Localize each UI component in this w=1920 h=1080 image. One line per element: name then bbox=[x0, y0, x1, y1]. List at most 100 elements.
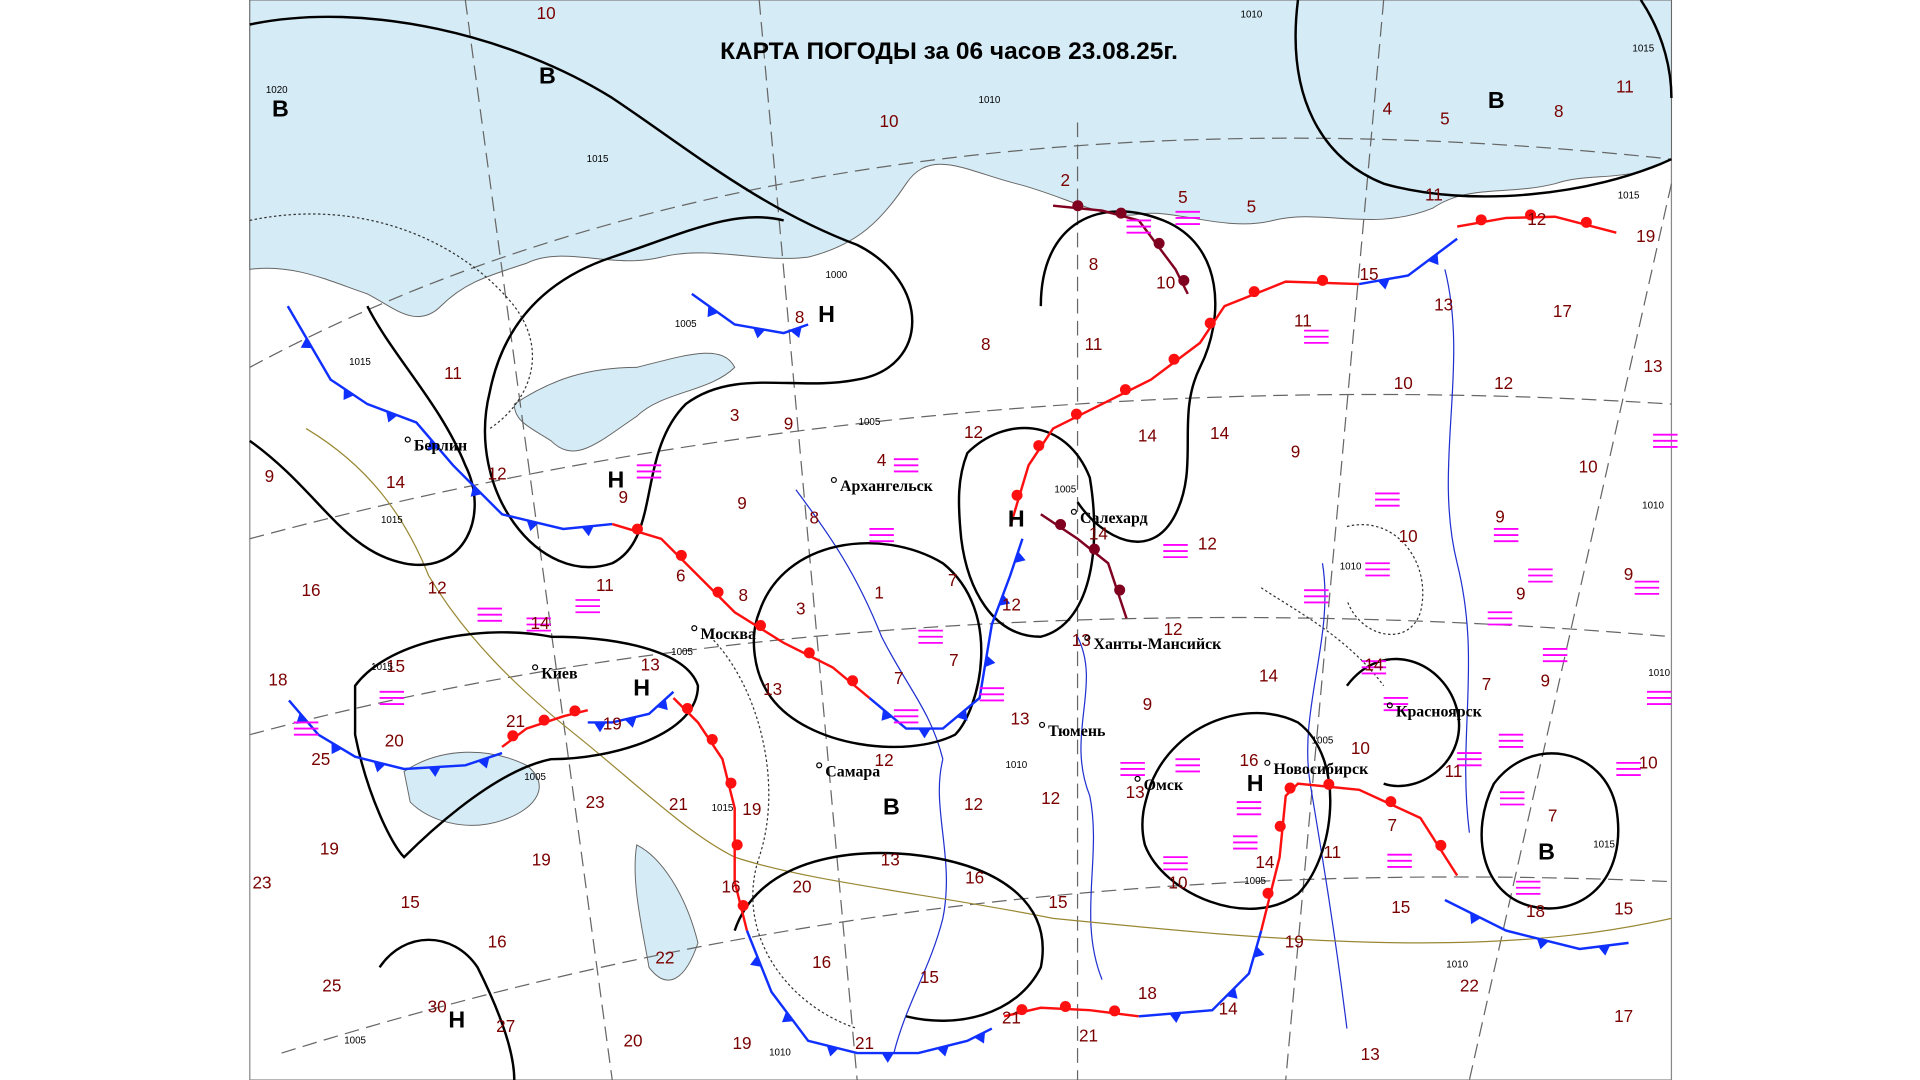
isobar-label: 1005 bbox=[344, 1035, 366, 1046]
temperature: 2 bbox=[1061, 170, 1071, 190]
city-dot bbox=[1264, 759, 1271, 766]
temperature: 7 bbox=[948, 570, 958, 590]
pressure-center: В bbox=[1488, 87, 1505, 113]
cold-front-marker bbox=[984, 655, 996, 668]
warm-front-marker bbox=[737, 900, 749, 912]
temperature: 12 bbox=[1002, 595, 1021, 615]
temperature: 13 bbox=[1010, 709, 1029, 729]
map-title: КАРТА ПОГОДЫ за 06 часов 23.08.25г. bbox=[720, 38, 1178, 65]
isobar-label: 1015 bbox=[371, 662, 393, 673]
temperature: 14 bbox=[1138, 426, 1158, 446]
temperature: 19 bbox=[320, 838, 339, 858]
city-dot bbox=[404, 436, 411, 443]
temperature: 20 bbox=[385, 731, 404, 751]
isobars bbox=[249, 0, 1673, 1080]
temperature: 8 bbox=[738, 585, 748, 605]
isobar-label: 1005 bbox=[671, 647, 693, 658]
isobar-label: 1005 bbox=[859, 417, 881, 428]
isobar-label: 1005 bbox=[524, 772, 546, 783]
warm-front-marker bbox=[754, 619, 766, 631]
temperature: 7 bbox=[1548, 805, 1558, 825]
city-dot bbox=[532, 664, 539, 671]
temperature: 23 bbox=[253, 873, 272, 893]
city-name: Архангельск bbox=[840, 478, 934, 495]
temperature: 12 bbox=[1041, 788, 1060, 808]
cold-front-marker bbox=[300, 337, 313, 349]
temperature: 4 bbox=[877, 450, 887, 470]
warm-front-marker bbox=[706, 733, 718, 745]
temperature: 10 bbox=[1639, 753, 1658, 773]
baltic-sea bbox=[513, 352, 736, 452]
temperature: 18 bbox=[1138, 983, 1157, 1003]
city-name: Омск bbox=[1144, 777, 1184, 794]
temperature: 15 bbox=[1391, 897, 1410, 917]
warm-front-marker bbox=[1115, 207, 1127, 219]
fog-symbols bbox=[293, 210, 1678, 895]
temperature: 16 bbox=[965, 868, 984, 888]
warm-front-marker bbox=[731, 839, 743, 851]
temperature: 12 bbox=[1198, 533, 1217, 553]
isobar-label: 1015 bbox=[1632, 44, 1654, 55]
temperature: 8 bbox=[1554, 101, 1564, 121]
temperature: 9 bbox=[1495, 506, 1505, 526]
warm-front-marker bbox=[1284, 782, 1296, 794]
temperature: 15 bbox=[1614, 898, 1633, 918]
pressure-center: Н bbox=[818, 301, 835, 327]
cold-front-marker bbox=[331, 742, 342, 755]
temperature: 14 bbox=[1255, 852, 1275, 872]
temperature: 9 bbox=[737, 493, 747, 513]
warm-front-marker bbox=[725, 777, 737, 789]
temperature: 5 bbox=[1247, 197, 1257, 217]
pressure-center: Н bbox=[1008, 506, 1025, 532]
warm-front-marker bbox=[569, 705, 581, 717]
warm-front-marker bbox=[1525, 209, 1537, 221]
cold-front-marker bbox=[593, 722, 607, 733]
city-name: Тюмень bbox=[1048, 723, 1106, 740]
temperature: 8 bbox=[981, 334, 991, 354]
isobar-label: 1010 bbox=[1005, 760, 1027, 771]
temperature: 12 bbox=[1527, 209, 1546, 229]
caspian-sea bbox=[634, 844, 699, 981]
temperature: 9 bbox=[1291, 442, 1301, 462]
warm-front-marker bbox=[1153, 237, 1165, 249]
cold-front-marker bbox=[296, 712, 308, 724]
temperature: 8 bbox=[795, 307, 805, 327]
city-name: Новосибирск bbox=[1273, 761, 1369, 778]
city-dot bbox=[1070, 508, 1077, 515]
temperature: 18 bbox=[268, 669, 287, 689]
arctic-sea bbox=[249, 0, 1672, 318]
city-name: Киев bbox=[541, 665, 578, 682]
temperature: 21 bbox=[855, 1033, 874, 1053]
temperature: 19 bbox=[742, 799, 761, 819]
pressure-center: Н bbox=[633, 675, 650, 701]
temperature: 10 bbox=[1168, 873, 1187, 893]
cold-front-marker bbox=[707, 305, 719, 318]
temperature: 7 bbox=[949, 650, 959, 670]
warm-front-marker bbox=[1114, 584, 1126, 596]
cold-front-marker bbox=[470, 485, 482, 497]
temperature: 4 bbox=[1383, 99, 1393, 119]
city-name: Берлин bbox=[414, 438, 467, 455]
warm-front-marker bbox=[1033, 440, 1045, 452]
temperature: 22 bbox=[655, 947, 674, 967]
graticule bbox=[249, 0, 1673, 1080]
temperature: 10 bbox=[537, 3, 556, 23]
front-line bbox=[1009, 280, 1360, 527]
front-line bbox=[1358, 237, 1458, 286]
city-name: Москва bbox=[700, 626, 756, 643]
city-dot bbox=[691, 625, 698, 632]
cold-front-marker bbox=[477, 757, 490, 769]
temperature: 16 bbox=[812, 952, 831, 972]
temperature: 7 bbox=[1387, 815, 1397, 835]
cold-front-marker bbox=[427, 439, 439, 451]
temperature: 19 bbox=[532, 849, 551, 869]
temperature: 3 bbox=[796, 598, 806, 618]
temperature: 16 bbox=[301, 580, 320, 600]
warm-front-marker bbox=[538, 714, 550, 726]
labels: КАРТА ПОГОДЫ за 06 часов 23.08.25г. 1010… bbox=[253, 3, 1671, 1064]
temperature: 19 bbox=[1636, 226, 1655, 246]
temperature: 25 bbox=[311, 749, 330, 769]
isobar-label: 1015 bbox=[381, 515, 403, 526]
city-dot bbox=[816, 762, 823, 769]
